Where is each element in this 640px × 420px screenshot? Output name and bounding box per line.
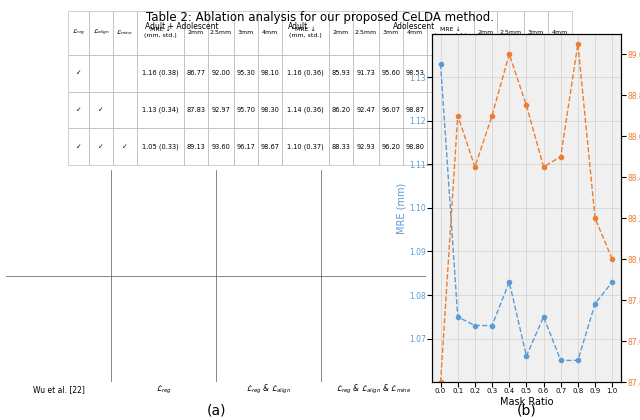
Y-axis label: MRE (mm): MRE (mm) — [396, 182, 406, 234]
Text: Wu et al. [22]: Wu et al. [22] — [33, 385, 84, 394]
Text: (b): (b) — [516, 404, 536, 418]
Text: $\mathcal{L}_{reg}$ & $\mathcal{L}_{align}$ & $\mathcal{L}_{mine}$: $\mathcal{L}_{reg}$ & $\mathcal{L}_{alig… — [335, 383, 411, 396]
Text: $\mathcal{L}_{reg}$ & $\mathcal{L}_{align}$: $\mathcal{L}_{reg}$ & $\mathcal{L}_{alig… — [246, 383, 291, 396]
Text: Table 2: Ablation analysis for our proposed CeLDA method.: Table 2: Ablation analysis for our propo… — [146, 10, 494, 24]
Text: Adolescent: Adolescent — [393, 22, 435, 32]
X-axis label: Mask Ratio: Mask Ratio — [500, 397, 553, 407]
Text: (a): (a) — [206, 404, 226, 418]
Text: $\mathcal{L}_{reg}$: $\mathcal{L}_{reg}$ — [156, 384, 172, 396]
Text: Adult: Adult — [287, 22, 308, 32]
Text: Adult + Adolescent: Adult + Adolescent — [145, 22, 218, 32]
